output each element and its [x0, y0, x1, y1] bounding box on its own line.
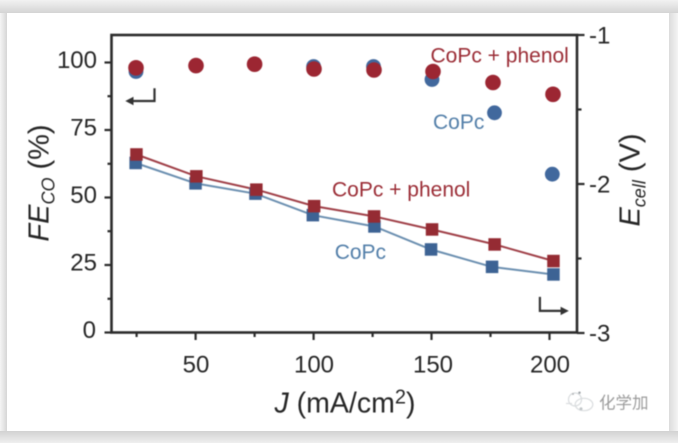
svg-text:-3: -3: [589, 321, 610, 348]
svg-text:100: 100: [57, 47, 97, 74]
svg-text:50: 50: [70, 182, 97, 209]
svg-text:CoPc + phenol: CoPc + phenol: [332, 178, 470, 201]
svg-text:150: 150: [413, 352, 453, 379]
svg-text:0: 0: [83, 317, 96, 344]
svg-text:-1: -1: [589, 23, 610, 50]
svg-text:25: 25: [70, 250, 97, 277]
svg-text:200: 200: [530, 352, 570, 379]
svg-text:50: 50: [183, 352, 210, 379]
svg-text:FECO (%): FECO (%): [24, 124, 59, 241]
svg-text:75: 75: [70, 115, 97, 142]
svg-text:CoPc: CoPc: [433, 111, 484, 134]
svg-text:-2: -2: [589, 172, 610, 199]
svg-text:CoPc: CoPc: [335, 241, 386, 264]
svg-text:100: 100: [294, 352, 334, 379]
svg-text:化学加: 化学加: [599, 394, 649, 413]
svg-text:J (mA/cm2): J (mA/cm2): [274, 387, 416, 420]
svg-text:CoPc + phenol: CoPc + phenol: [431, 45, 569, 68]
svg-text:Ecell (V): Ecell (V): [615, 133, 650, 226]
